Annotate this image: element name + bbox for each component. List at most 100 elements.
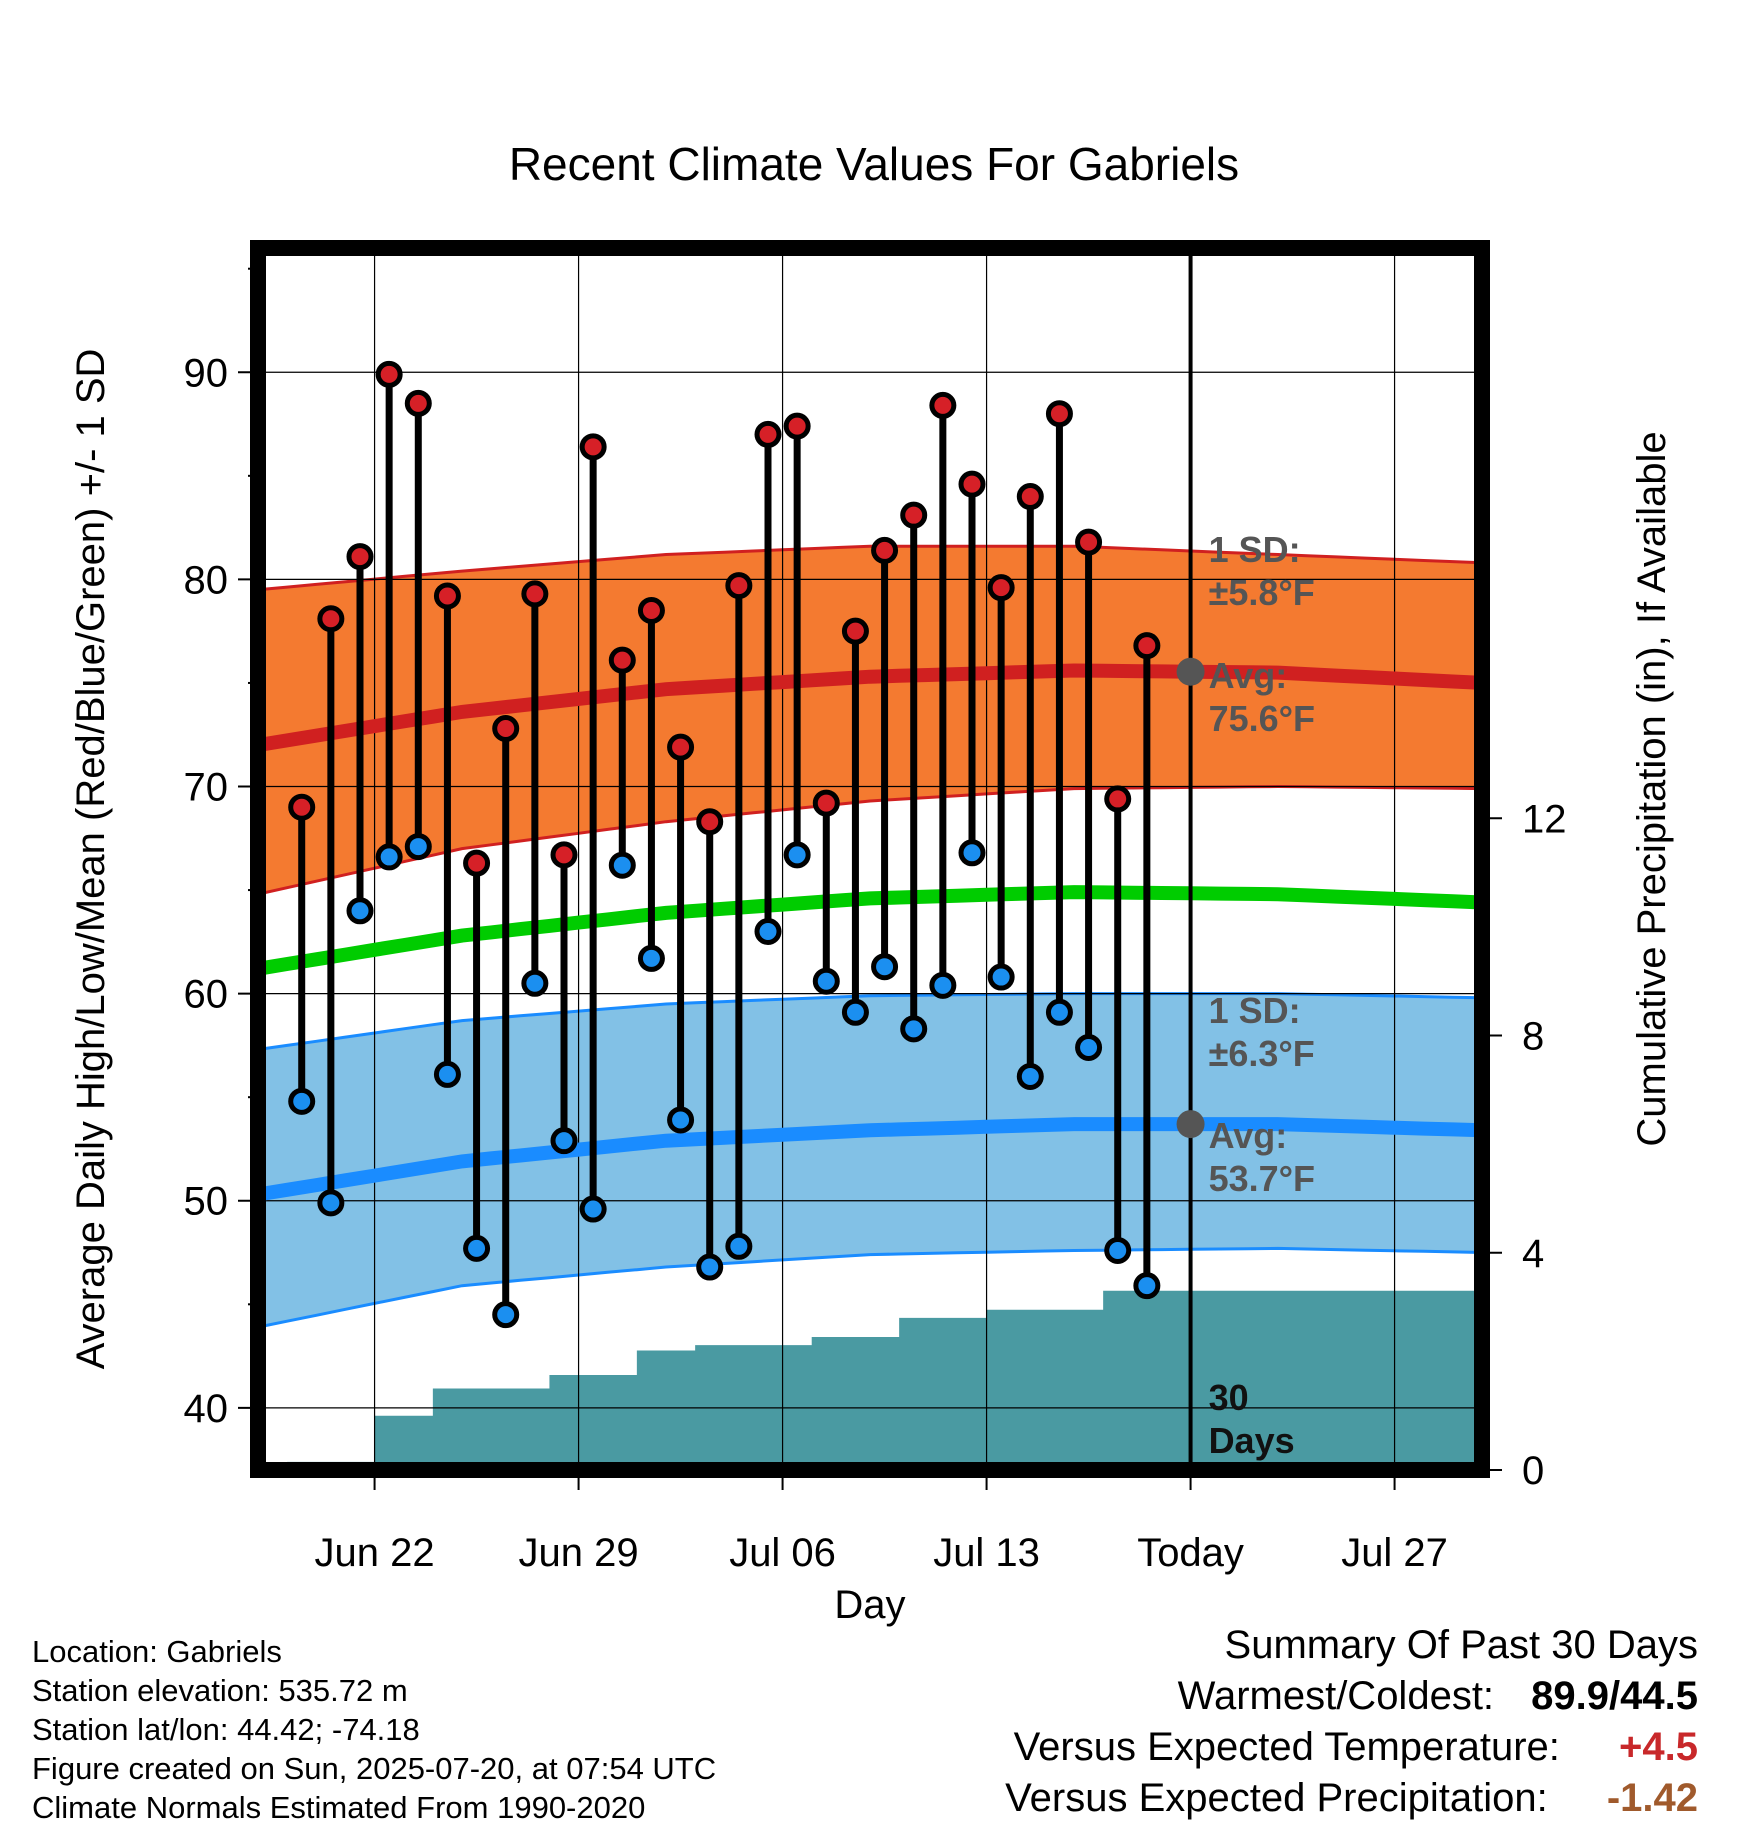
- days-count-number: 30: [1209, 1377, 1249, 1418]
- low-sd-value: ±6.3°F: [1209, 1033, 1315, 1074]
- x-tick-label-4: Today: [1137, 1531, 1244, 1575]
- obs-low-point-2025-07-09: [871, 953, 899, 981]
- normals-text: Climate Normals Estimated From 1990-2020: [32, 1790, 646, 1825]
- station-info: Location: Gabriels Station elevation: 53…: [32, 1632, 716, 1827]
- obs-high-point-2025-07-05: [754, 420, 782, 448]
- days-count-label: Days: [1209, 1420, 1295, 1461]
- precip-cumulative-area: [258, 1290, 1482, 1470]
- obs-low-point-2025-07-18: [1133, 1272, 1161, 1300]
- y-left-axis-label: Average Daily High/Low/Mean (Red/Blue/Gr…: [69, 349, 113, 1370]
- obs-low-point-2025-06-25: [463, 1234, 491, 1262]
- obs-high-point-2025-07-13: [987, 574, 1015, 602]
- elevation-text: Station elevation: 535.72 m: [32, 1673, 408, 1708]
- obs-high-point-2025-07-16: [1075, 528, 1103, 556]
- obs-low-point-2025-07-14: [1016, 1062, 1044, 1090]
- obs-low-point-2025-06-21: [346, 897, 374, 925]
- warmest-coldest-row: Warmest/Coldest: 89.9/44.5: [1005, 1671, 1698, 1722]
- latlon-text: Station lat/lon: 44.42; -74.18: [32, 1712, 420, 1747]
- normal-high-sd-band: [258, 546, 1482, 895]
- obs-high-point-2025-07-03: [696, 808, 724, 836]
- obs-high-point-2025-06-20: [317, 605, 345, 633]
- normal-lines: [256, 663, 1483, 1202]
- obs-low-point-2025-07-07: [812, 967, 840, 995]
- x-tick-label-1: Jun 29: [519, 1531, 639, 1575]
- obs-high-point-2025-07-18: [1133, 632, 1161, 660]
- y-right-axis-label: Cumulative Precipitation (in), If Availa…: [1630, 431, 1674, 1146]
- created-text: Figure created on Sun, 2025-07-20, at 07…: [32, 1751, 717, 1786]
- obs-low-point-2025-06-29: [579, 1195, 607, 1223]
- obs-low-point-2025-07-06: [783, 841, 811, 869]
- chart-title: Recent Climate Values For Gabriels: [509, 138, 1239, 190]
- temp-deviation-label: Versus Expected Temperature:: [1013, 1725, 1560, 1769]
- obs-high-point-2025-06-19: [288, 793, 316, 821]
- temp-deviation-value: +4.5: [1619, 1725, 1698, 1769]
- normal-low-lower-edge: [257, 1246, 1483, 1329]
- y-left-tick-label-50: 50: [184, 1180, 229, 1224]
- obs-low-point-2025-07-17: [1104, 1236, 1132, 1264]
- obs-high-point-2025-07-06: [783, 412, 811, 440]
- y-left-tick-label-40: 40: [184, 1387, 229, 1431]
- obs-low-point-2025-07-12: [958, 839, 986, 867]
- obs-low-point-2025-07-04: [725, 1232, 753, 1260]
- obs-high-point-2025-07-04: [725, 572, 753, 600]
- obs-low-point-2025-06-30: [608, 851, 636, 879]
- obs-low-point-2025-07-13: [987, 963, 1015, 991]
- daily-observations: [288, 360, 1205, 1329]
- x-tick-label-2: Jul 06: [729, 1531, 836, 1575]
- warmest-coldest-label: Warmest/Coldest:: [1177, 1674, 1495, 1718]
- obs-high-point-2025-07-11: [929, 391, 957, 419]
- high-avg-value: 75.6°F: [1209, 698, 1315, 739]
- obs-high-point-2025-06-30: [608, 646, 636, 674]
- obs-low-point-2025-06-23: [404, 833, 432, 861]
- obs-high-point-2025-07-07: [812, 789, 840, 817]
- obs-high-point-2025-06-28: [550, 841, 578, 869]
- normal-high-upper-edge: [257, 544, 1483, 592]
- obs-high-point-2025-07-02: [667, 733, 695, 761]
- normal-low-avg-line: [256, 1117, 1483, 1202]
- obs-low-point-2025-06-24: [433, 1060, 461, 1088]
- plot-frame: [250, 240, 1490, 1478]
- obs-high-point-2025-07-14: [1016, 483, 1044, 511]
- obs-high-point-2025-06-24: [433, 582, 461, 610]
- precip-deviation-value: -1.42: [1606, 1776, 1698, 1820]
- obs-low-point-2025-06-20: [317, 1189, 345, 1217]
- obs-high-point-2025-06-23: [404, 389, 432, 417]
- x-tick-label-0: Jun 22: [315, 1531, 435, 1575]
- obs-low-point-2025-07-11: [929, 971, 957, 999]
- y-left-tick-label-60: 60: [184, 973, 229, 1017]
- obs-high-point-2025-07-08: [841, 617, 869, 645]
- x-axis-label: Day: [834, 1583, 905, 1627]
- obs-high-point-2025-07-09: [871, 536, 899, 564]
- obs-high-point-2025-06-29: [579, 433, 607, 461]
- obs-high-point-2025-06-26: [492, 715, 520, 743]
- x-tick-label-5: Jul 27: [1341, 1531, 1448, 1575]
- obs-low-point-2025-06-22: [375, 843, 403, 871]
- obs-high-point-2025-07-15: [1045, 400, 1073, 428]
- obs-high-point-2025-06-25: [463, 849, 491, 877]
- precip-deviation-label: Versus Expected Precipitation:: [1005, 1776, 1548, 1820]
- normal-mean-avg-line: [256, 885, 1483, 976]
- y-right-tick-label-8: 8: [1522, 1015, 1544, 1059]
- obs-low-point-2025-06-28: [550, 1127, 578, 1155]
- obs-low-point-2025-07-16: [1075, 1033, 1103, 1061]
- x-tick-label-3: Jul 13: [933, 1531, 1040, 1575]
- y-left-tick-label-70: 70: [184, 766, 229, 810]
- plot-border: [250, 240, 1490, 1478]
- temp-deviation-row: Versus Expected Temperature: +4.5: [1005, 1722, 1698, 1773]
- obs-low-point-2025-06-26: [492, 1301, 520, 1329]
- obs-low-point-2025-07-08: [841, 998, 869, 1026]
- summary-panel: Summary Of Past 30 Days Warmest/Coldest:…: [1005, 1620, 1698, 1824]
- low-avg-label: Avg:: [1209, 1115, 1288, 1156]
- warmest-coldest-value: 89.9/44.5: [1531, 1674, 1698, 1718]
- high-sd-label: 1 SD:: [1209, 529, 1301, 570]
- obs-low-point-2025-07-10: [900, 1015, 928, 1043]
- axes: 40 50 60 70 80 90 0 4 8 12 Jun 22 Jun 29 Jul 06 Jul 1…: [69, 267, 1674, 1627]
- obs-high-point-2025-07-10: [900, 501, 928, 529]
- summary-title: Summary Of Past 30 Days: [1224, 1623, 1698, 1667]
- normal-high-avg-line: [256, 663, 1483, 753]
- obs-low-point-2025-07-02: [667, 1106, 695, 1134]
- location-text: Location: Gabriels: [32, 1634, 282, 1669]
- today-normal-high-marker: [1176, 657, 1205, 686]
- obs-high-point-2025-06-22: [375, 360, 403, 388]
